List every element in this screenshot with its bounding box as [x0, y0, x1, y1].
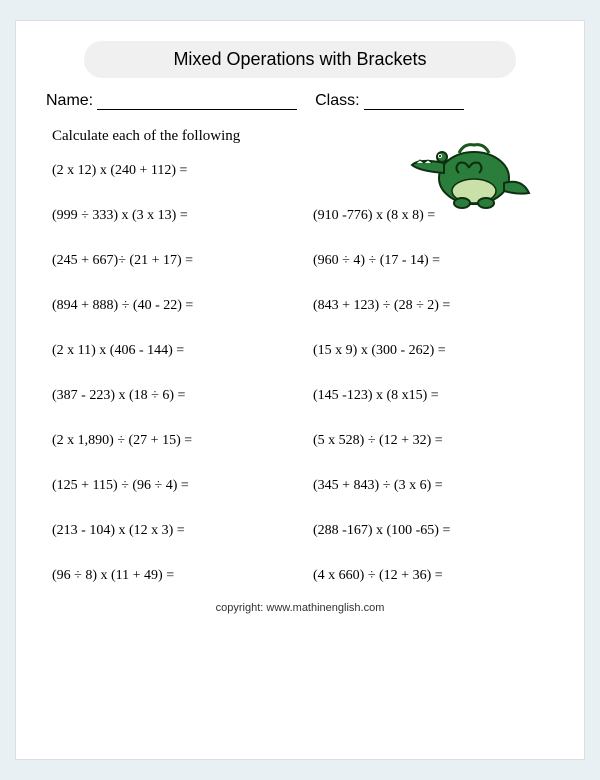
name-label: Name: [46, 92, 93, 110]
problem-item: (15 x 9) x (300 - 262) = [313, 343, 554, 359]
name-class-row: Name: Class: [46, 92, 554, 110]
copyright-text: copyright: www.mathinenglish.com [46, 602, 554, 614]
problem-item: (2 x 1,890) ÷ (27 + 15) = [52, 433, 293, 449]
problem-item: (4 x 660) ÷ (12 + 36) = [313, 568, 554, 584]
name-blank[interactable] [97, 92, 297, 110]
problem-item: (288 -167) x (100 -65) = [313, 523, 554, 539]
problem-item: (96 ÷ 8) x (11 + 49) = [52, 568, 293, 584]
problem-item: (345 + 843) ÷ (3 x 6) = [313, 478, 554, 494]
class-label: Class: [315, 92, 359, 110]
problem-item: (999 ÷ 333) x (3 x 13) = [52, 208, 293, 224]
problem-item: (894 + 888) ÷ (40 - 22) = [52, 298, 293, 314]
crocodile-icon [404, 123, 534, 213]
content-area: (2 x 12) x (240 + 112) = . (999 ÷ 333) x… [46, 163, 554, 584]
problems-grid: (2 x 12) x (240 + 112) = . (999 ÷ 333) x… [46, 163, 554, 584]
problem-item: (2 x 11) x (406 - 144) = [52, 343, 293, 359]
problem-item: (213 - 104) x (12 x 3) = [52, 523, 293, 539]
problem-item: (843 + 123) ÷ (28 ÷ 2) = [313, 298, 554, 314]
problem-item: (5 x 528) ÷ (12 + 32) = [313, 433, 554, 449]
problem-item: (145 -123) x (8 x15) = [313, 388, 554, 404]
problem-item: (245 + 667)÷ (21 + 17) = [52, 253, 293, 269]
problem-item: (387 - 223) x (18 ÷ 6) = [52, 388, 293, 404]
problem-item: (960 ÷ 4) ÷ (17 - 14) = [313, 253, 554, 269]
worksheet-page: Mixed Operations with Brackets Name: Cla… [15, 20, 585, 760]
worksheet-title: Mixed Operations with Brackets [84, 41, 516, 78]
problem-item: (2 x 12) x (240 + 112) = [52, 163, 293, 179]
class-blank[interactable] [364, 92, 464, 110]
problem-item: (125 + 115) ÷ (96 ÷ 4) = [52, 478, 293, 494]
